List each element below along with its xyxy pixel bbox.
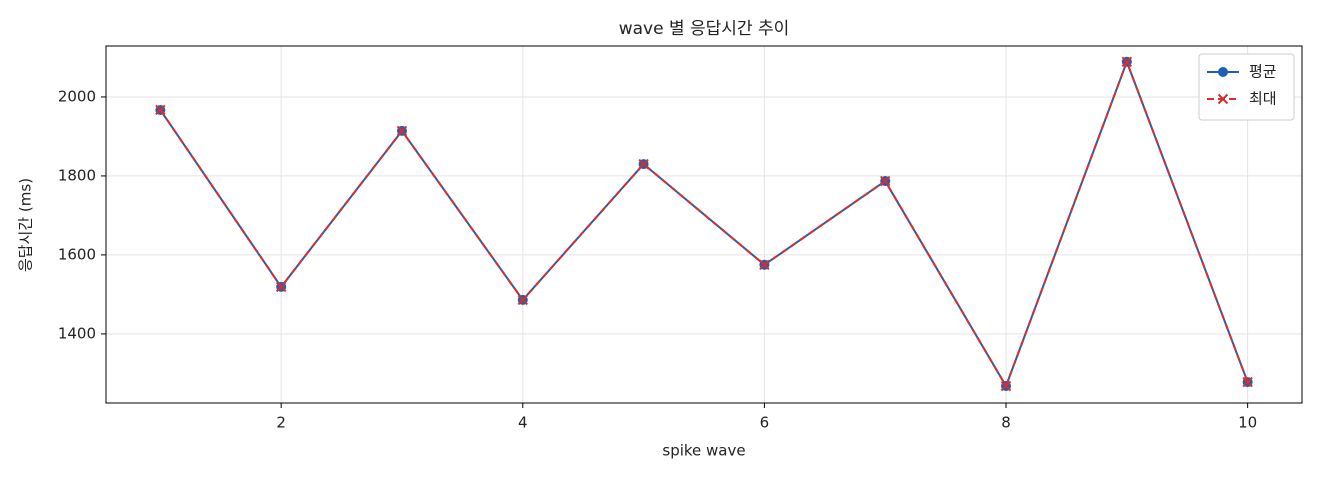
data-point — [155, 104, 166, 116]
legend-marker — [1218, 67, 1228, 77]
y-axis-label: 응답시간 (ms) — [17, 178, 35, 272]
y-tick-label: 1800 — [58, 166, 96, 184]
chart-title: wave 별 응답시간 추이 — [619, 19, 790, 39]
x-tick-label: 10 — [1238, 414, 1257, 432]
data-point — [638, 158, 649, 170]
data-point — [517, 294, 528, 306]
x-tick-label: 8 — [1001, 414, 1011, 432]
plot-frame — [105, 45, 1303, 404]
data-point — [1242, 376, 1253, 388]
x-tick-label: 2 — [276, 414, 286, 432]
legend-label: 평균 — [1249, 63, 1277, 81]
data-point — [275, 281, 287, 293]
y-tick-label: 1600 — [58, 245, 96, 263]
series-line — [159, 58, 1249, 389]
data-point — [1121, 56, 1133, 68]
data-point — [1000, 380, 1012, 392]
legend-box — [1198, 53, 1295, 121]
data-point — [880, 175, 891, 187]
x-axis-label: spike wave — [662, 442, 745, 460]
x-tick-label: 6 — [760, 414, 770, 432]
series-line — [159, 58, 1249, 389]
x-tick-label: 4 — [518, 414, 528, 432]
data-point — [759, 259, 770, 270]
legend-label: 최대 — [1249, 90, 1277, 108]
data-point — [396, 125, 408, 137]
y-tick-label: 1400 — [58, 324, 96, 342]
y-tick-label: 2000 — [58, 87, 96, 105]
legend-marker — [1217, 93, 1229, 105]
